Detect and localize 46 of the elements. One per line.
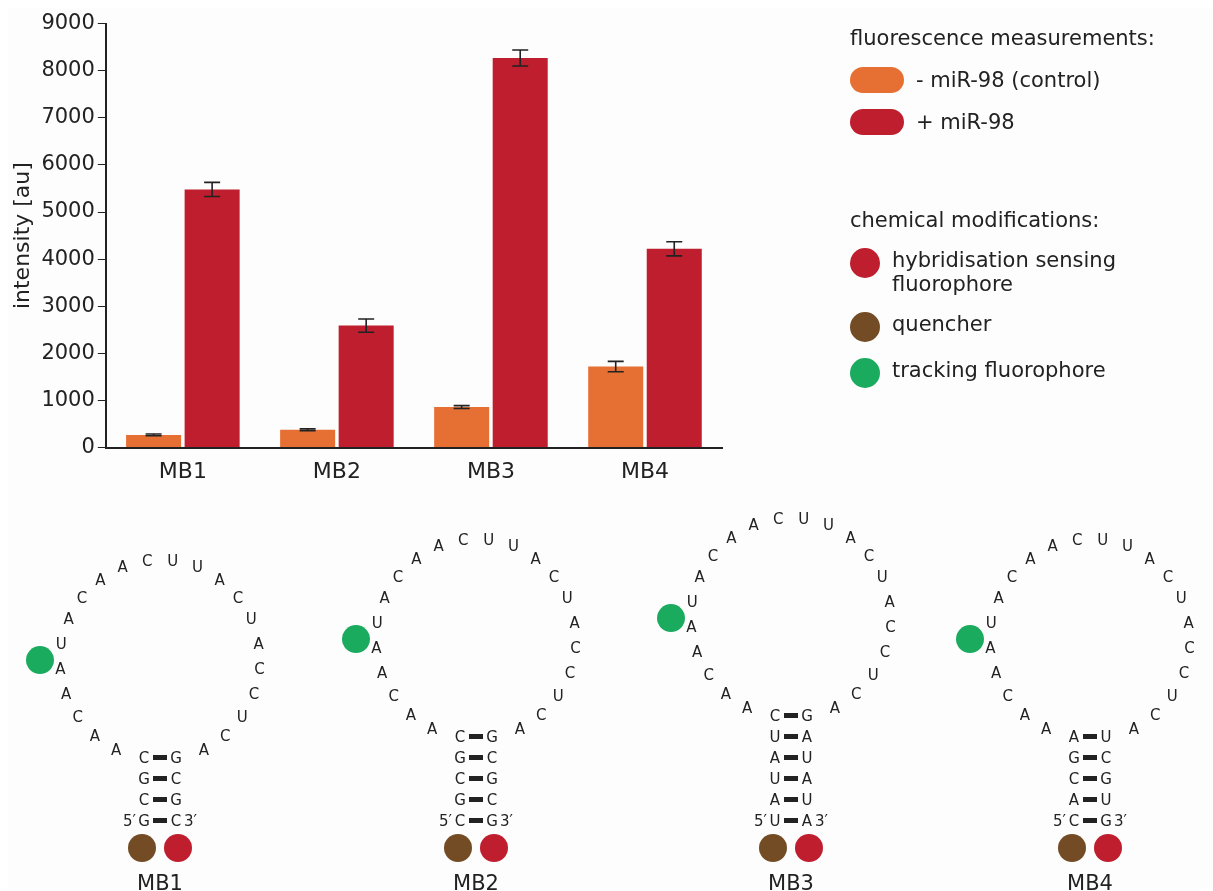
y-tick-label: 7000	[41, 104, 95, 129]
text: MB4	[1067, 871, 1113, 891]
bar	[646, 248, 702, 448]
text: MB3	[768, 871, 814, 891]
text: chemical modifications:	[850, 208, 1101, 232]
bar	[492, 57, 548, 448]
text: UCGUG	[1100, 728, 1112, 830]
text: MB2	[453, 871, 499, 891]
y-tick-label: 1000	[41, 386, 95, 411]
x-tick-label: MB1	[158, 457, 207, 483]
text: quencher	[892, 312, 993, 336]
y-tick-label: 9000	[41, 10, 95, 35]
text: 3′	[1114, 812, 1128, 830]
y-tick-label: 2000	[41, 339, 95, 364]
y-axis-title: intensity [au]	[8, 162, 34, 310]
text: 3′	[500, 812, 514, 830]
bar	[338, 325, 394, 448]
text: 5′	[1053, 812, 1067, 830]
legend-title: fluorescence measurements:	[850, 26, 1155, 50]
text: 5′	[754, 812, 768, 830]
text: GAUAUA	[801, 707, 813, 830]
text: 3′	[184, 812, 198, 830]
text: 3′	[815, 812, 829, 830]
y-tick-label: 8000	[41, 57, 95, 82]
bar	[184, 189, 240, 448]
bar	[280, 429, 336, 448]
x-tick-label: MB2	[312, 457, 361, 483]
text: tracking fluorophore	[892, 358, 1107, 382]
y-tick-label: 6000	[41, 151, 95, 176]
text: GCGCG	[486, 728, 498, 830]
legend-label: + miR-98	[916, 110, 1015, 134]
text: 5′	[123, 812, 137, 830]
text: GCGC	[170, 749, 182, 830]
text: MB1	[137, 871, 183, 891]
y-tick-label: 0	[81, 434, 95, 459]
bar	[434, 407, 490, 448]
x-tick-label: MB3	[466, 457, 515, 483]
y-tick-label: 4000	[41, 245, 95, 270]
x-tick-label: MB4	[620, 457, 670, 483]
y-tick-label: 5000	[41, 198, 95, 223]
text: 5′	[439, 812, 453, 830]
bar	[126, 434, 182, 448]
bar	[588, 366, 644, 448]
text: hybridisation sensing fluorophore	[892, 248, 1117, 296]
legend-label: - miR-98 (control)	[916, 68, 1101, 92]
y-tick-label: 3000	[41, 292, 95, 317]
